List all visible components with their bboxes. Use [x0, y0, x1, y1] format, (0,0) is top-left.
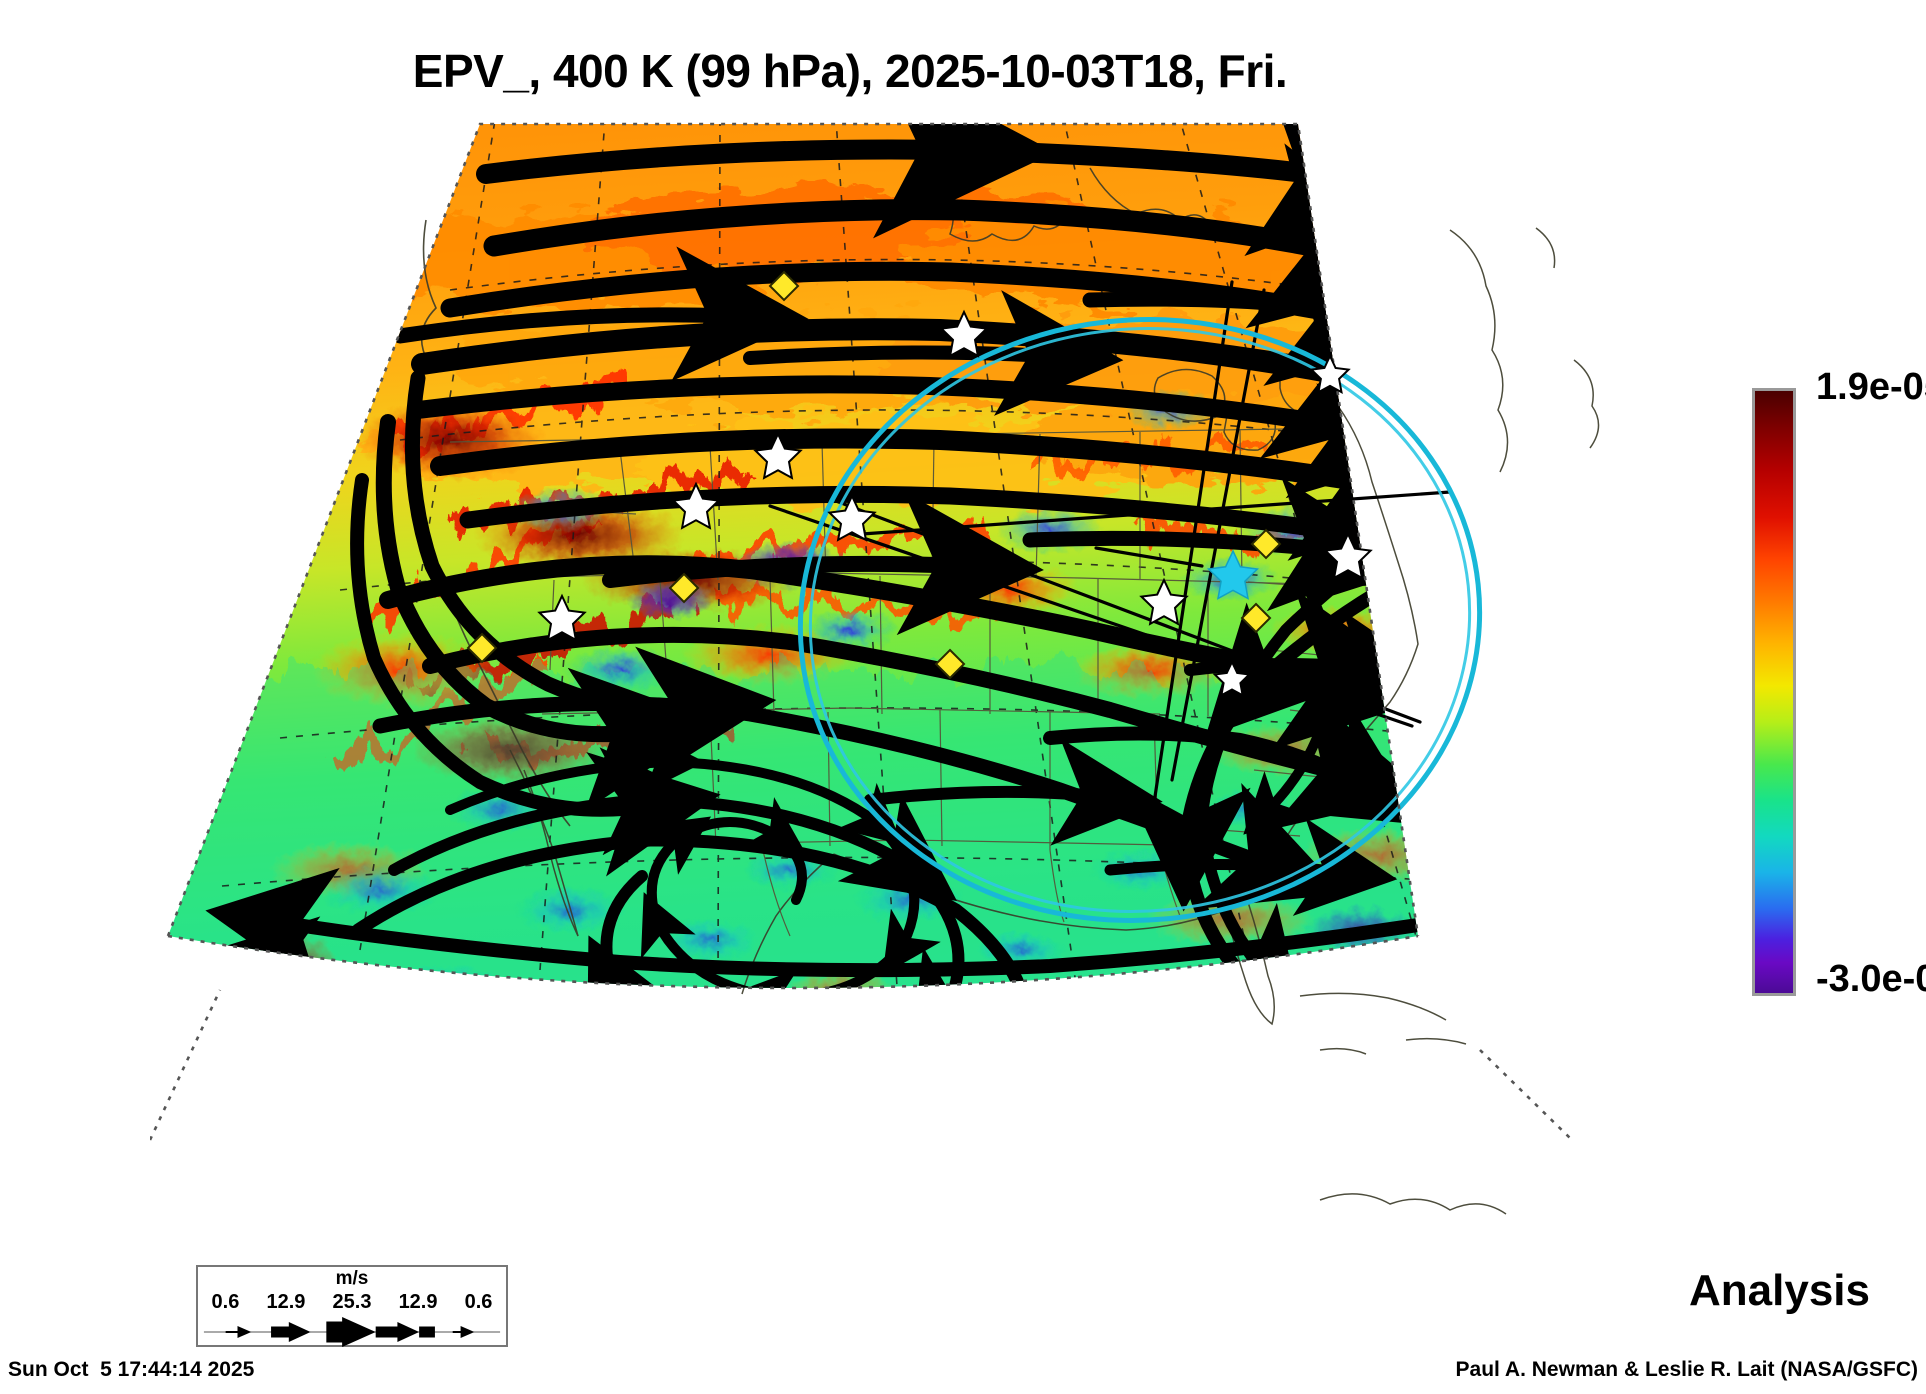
wind-legend-tick: 12.9: [398, 1291, 438, 1313]
map-svg: [150, 122, 1600, 1215]
footer-credit: Paul A. Newman & Leslie R. Lait (NASA/GS…: [1455, 1358, 1918, 1381]
wind-legend-tick-labels: 0.6 12.9 25.3 12.9 0.6: [198, 1291, 506, 1314]
map-plot-area[interactable]: [150, 110, 1710, 1260]
colorbar: 1.9e-05 -3.0e-06: [1752, 366, 1926, 1008]
cyan-star-marker[interactable]: [1206, 549, 1260, 600]
station-markers[interactable]: [466, 270, 1373, 698]
wind-legend-tick: 25.3: [332, 1291, 372, 1313]
wind-legend-tick: 0.6: [464, 1291, 493, 1313]
map-boundary: [150, 122, 1571, 1141]
colorbar-gradient: [1752, 388, 1796, 996]
wind-legend-tick: 12.9: [266, 1291, 306, 1313]
flight-track-lines: [768, 280, 1452, 832]
range-circle-cyan: [797, 317, 1483, 923]
wind-legend-unit-label: m/s: [335, 1268, 369, 1289]
colorbar-min-label: -3.0e-06: [1816, 958, 1926, 1000]
colorbar-max-label: 1.9e-05: [1816, 366, 1926, 408]
wind-speed-legend: m/s 0.6 12.9 25.3 12.9 0.6: [196, 1265, 508, 1347]
wind-legend-tick: 0.6: [211, 1291, 240, 1313]
white-star-marker[interactable]: [537, 309, 1373, 698]
analysis-label: Analysis: [1689, 1266, 1870, 1315]
wind-legend-arrow-glyphs: [203, 1317, 501, 1347]
yellow-diamond-marker[interactable]: [466, 270, 1282, 680]
page-title: EPV_, 400 K (99 hPa), 2025-10-03T18, Fri…: [412, 45, 1288, 97]
footer-timestamp: Sun Oct 5 17:44:14 2025: [8, 1358, 255, 1381]
